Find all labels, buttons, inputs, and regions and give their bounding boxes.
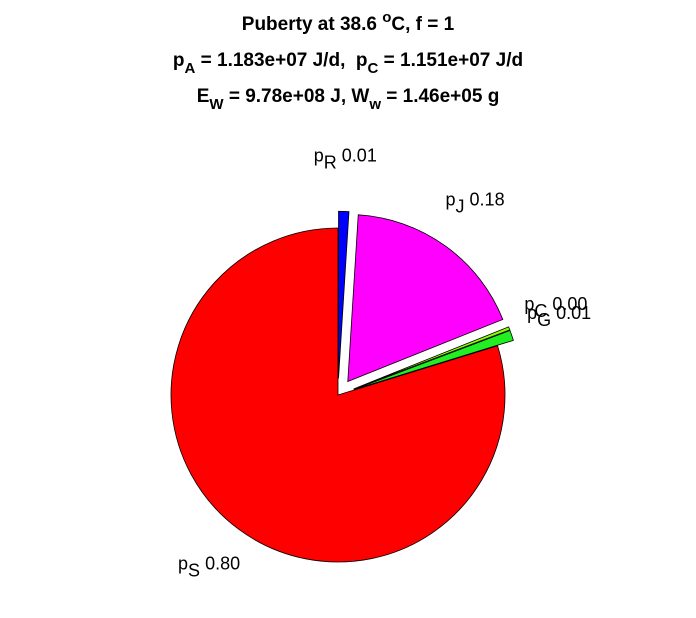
slice-label: pJ 0.18 [446, 190, 505, 217]
slice-label: pS 0.80 [178, 554, 240, 581]
pie-slice [347, 214, 504, 383]
chart-title: pA = 1.183e+07 J/d, pC = 1.151e+07 J/d [173, 50, 523, 77]
title-part: C, f = 1 [391, 14, 454, 35]
slice-label: pR 0.01 [314, 145, 377, 172]
slice-label-sub: S [188, 561, 200, 581]
title-part: w [368, 96, 381, 113]
pie-slice [353, 329, 514, 390]
slice-value-label: 0.00 [552, 294, 587, 314]
title-part: = 1.46e+05 g [381, 86, 499, 107]
slice-value-label: 0.01 [556, 303, 591, 323]
chart-title: Puberty at 38.6 oC, f = 1 [242, 9, 455, 35]
slice-label-main: p [527, 303, 537, 323]
title-part: Puberty at 38.6 [242, 14, 382, 35]
slice-value-label: 0.18 [470, 190, 505, 210]
slice-label-sub: C [534, 301, 547, 321]
pie-slice [353, 326, 511, 390]
slice-label-main: p [524, 294, 534, 314]
slice-value-label: 0.80 [205, 554, 240, 574]
slice-label-sub: R [324, 152, 337, 172]
slice-label-main: p [314, 145, 324, 165]
slice-label: pG 0.01 [527, 303, 591, 330]
title-part: p [173, 50, 185, 71]
title-part: A [185, 60, 196, 77]
title-part: o [382, 9, 391, 26]
slice-label-sub: J [456, 197, 465, 217]
slice-label: pC 0.00 [524, 294, 587, 321]
title-part: W [209, 96, 224, 113]
title-part: = 1.151e+07 J/d [378, 50, 523, 71]
pie-slice [338, 210, 350, 379]
slice-label-main: p [446, 190, 456, 210]
title-part: = 9.78e+08 J, W [224, 86, 370, 107]
slice-label-main: p [178, 554, 188, 574]
slice-value-label: 0.01 [342, 145, 377, 165]
title-part: E [197, 86, 210, 107]
pie-slice [170, 227, 506, 563]
slice-label-sub: G [537, 310, 551, 330]
title-part: C [368, 60, 379, 77]
title-part: = 1.183e+07 J/d, p [195, 50, 367, 71]
chart-title: EW = 9.78e+08 J, Ww = 1.46e+05 g [197, 86, 500, 113]
